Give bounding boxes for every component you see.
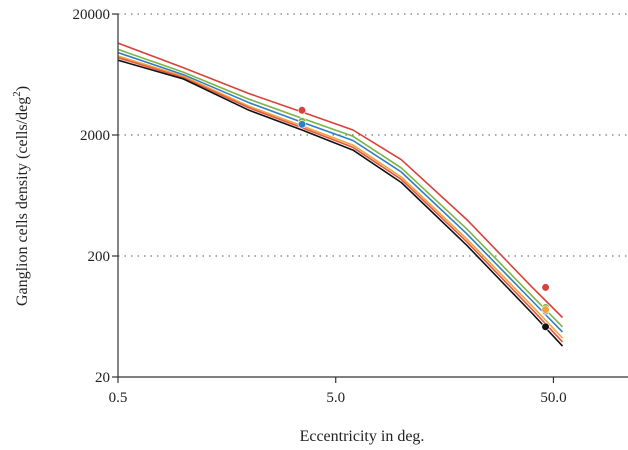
gridlines <box>118 13 628 257</box>
series-line <box>117 56 564 343</box>
series-line <box>117 42 564 319</box>
y-axis-title-superscript: 2 <box>11 91 23 97</box>
series-line <box>117 51 564 333</box>
series-line <box>117 55 564 339</box>
y-axis-title-tail: ) <box>14 86 31 91</box>
x-tick-label: 0.5 <box>109 390 128 406</box>
x-axis-title: Eccentricity in deg. <box>300 428 425 445</box>
axes <box>117 14 628 378</box>
x-tick-label: 5.0 <box>326 390 345 406</box>
data-point <box>541 305 550 314</box>
data-point <box>541 322 550 331</box>
series-line <box>117 48 564 328</box>
y-axis-title-main: Ganglion cells density (cells/deg <box>14 97 31 306</box>
y-tick-label: 2000 <box>80 128 110 144</box>
tick-labels: 20 200 2000 20000 0.5 5.0 50.0 <box>73 7 567 406</box>
data-point <box>541 283 550 292</box>
y-tick-label: 20000 <box>73 7 111 23</box>
series-line <box>117 59 564 347</box>
series-lines <box>117 42 564 347</box>
y-tick-label: 200 <box>88 249 111 265</box>
data-markers <box>297 106 550 331</box>
x-tick-label: 50.0 <box>540 390 566 406</box>
data-point <box>297 106 307 115</box>
data-point <box>297 120 307 129</box>
y-tick-label: 20 <box>95 370 110 386</box>
y-axis-title: Ganglion cells density (cells/deg2) <box>11 86 31 306</box>
